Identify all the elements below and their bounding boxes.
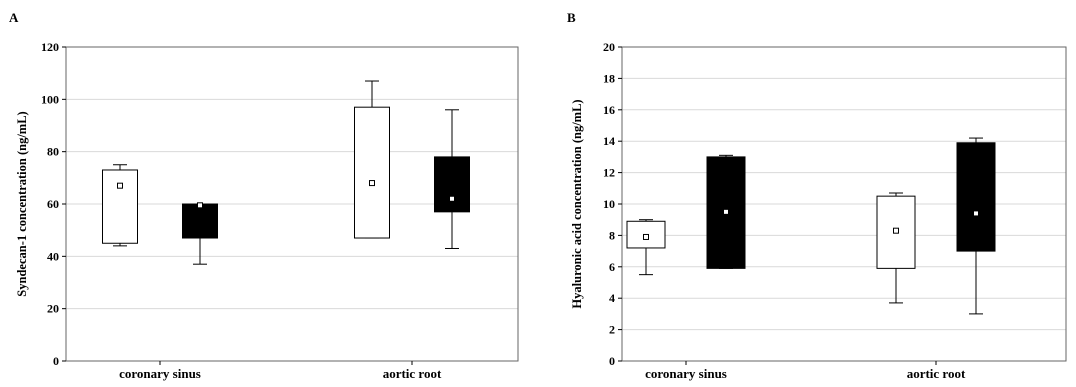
box xyxy=(956,142,996,252)
y-tick-label: 80 xyxy=(47,145,59,159)
y-tick-label: 8 xyxy=(609,228,615,242)
y-tick-label: 14 xyxy=(603,134,615,148)
y-tick-label: 0 xyxy=(53,354,59,368)
y-tick-label: 18 xyxy=(603,71,615,85)
y-tick-label: 40 xyxy=(47,249,59,263)
mean-marker xyxy=(197,202,203,209)
mean-marker xyxy=(723,208,729,215)
x-tick-label: aortic root xyxy=(907,366,966,381)
y-tick-label: 0 xyxy=(609,354,615,368)
y-tick-label: 120 xyxy=(41,40,59,54)
box xyxy=(182,203,218,239)
y-tick-label: 20 xyxy=(603,40,615,54)
panel-label: A xyxy=(9,10,19,25)
y-tick-label: 12 xyxy=(603,166,615,180)
y-tick-label: 6 xyxy=(609,260,615,274)
y-tick-label: 16 xyxy=(603,103,615,117)
syndecan-chart: 0 20 40 60 80 100 120 Syndecan-1 concentration … xyxy=(15,40,519,381)
x-tick-label: aortic root xyxy=(383,366,442,381)
y-tick-label: 100 xyxy=(41,92,59,106)
y-tick-label: 10 xyxy=(603,197,615,211)
mean-marker xyxy=(369,180,375,187)
y-axis-title: Hyaluronic acid concentration (ng/mL) xyxy=(570,99,584,308)
box xyxy=(434,156,470,213)
y-axis-title: Syndecan-1 concentration (ng/mL) xyxy=(15,111,29,296)
mean-marker xyxy=(643,233,649,240)
x-tick-label: coronary sinus xyxy=(645,366,727,381)
hyaluronic-chart: 0 2 4 6 8 10 12 14 16 18 20 Hyaluronic acid concent… xyxy=(570,40,1067,381)
y-tick-label: 20 xyxy=(47,302,59,316)
y-tick-label: 60 xyxy=(47,197,59,211)
panel-b: B 0 2 4 6 8 10 12 14 16 18 20 Hyaluronic acid conce… xyxy=(538,0,1076,382)
panel-a: A 0 20 40 60 80 100 120 Syndecan-1 concentratio… xyxy=(0,0,538,382)
mean-marker xyxy=(117,182,123,189)
box xyxy=(102,169,138,244)
mean-marker xyxy=(893,227,899,234)
x-tick-label: coronary sinus xyxy=(119,366,201,381)
mean-marker xyxy=(449,195,455,202)
y-tick-label: 4 xyxy=(609,291,615,305)
box xyxy=(354,106,390,239)
y-tick-label: 2 xyxy=(609,323,615,337)
panel-label: B xyxy=(567,10,576,25)
mean-marker xyxy=(973,210,979,217)
